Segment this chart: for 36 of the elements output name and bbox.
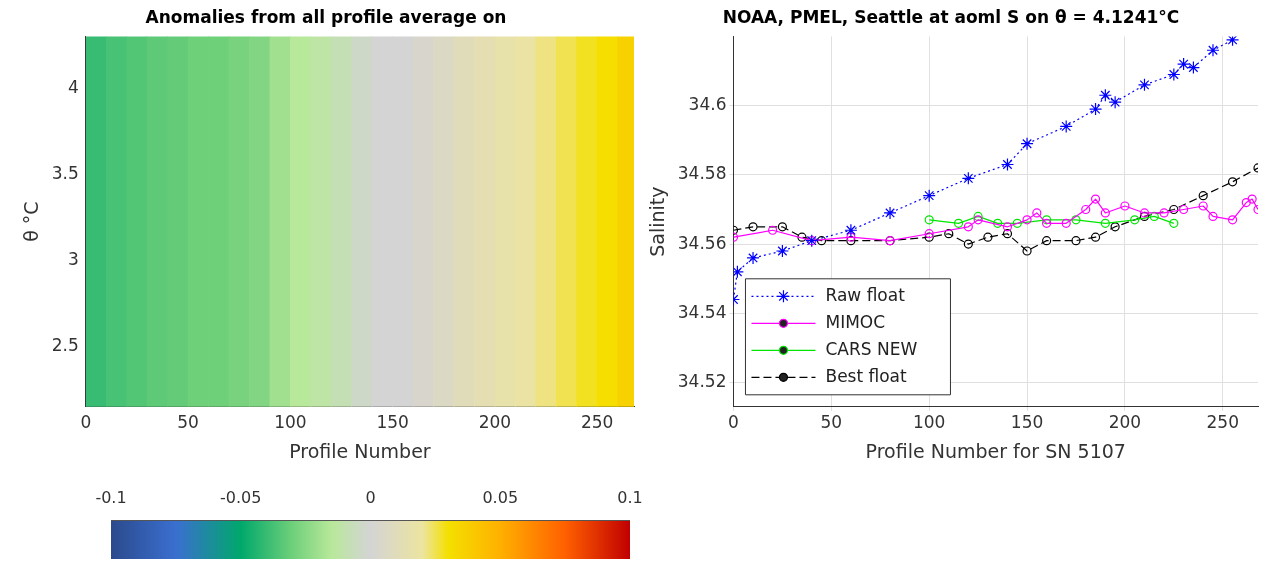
legend-label: Best float bbox=[825, 365, 908, 386]
y-tick-label: 34.52 bbox=[677, 370, 727, 391]
color-bar-label: 0.05 bbox=[482, 488, 519, 507]
x-tick-label: 50 bbox=[820, 412, 843, 433]
legend-label: Raw float bbox=[825, 284, 906, 305]
y-tick-label: 2.5 bbox=[51, 334, 79, 355]
y-tick-label: 3 bbox=[68, 248, 79, 269]
color-bar-label: 0 bbox=[365, 488, 376, 507]
chart-title: Anomalies from all profile average on bbox=[145, 6, 507, 27]
color-bar-label: -0.05 bbox=[220, 488, 262, 507]
y-tick-label: 34.6 bbox=[688, 94, 727, 115]
x-tick-label: 200 bbox=[1108, 412, 1142, 433]
x-tick-label: 150 bbox=[1010, 412, 1044, 433]
y-axis-title: θ °C bbox=[20, 201, 43, 242]
x-tick-label: 150 bbox=[376, 412, 409, 433]
y-tick-label: 34.58 bbox=[677, 163, 727, 184]
y-tick-label: 34.56 bbox=[677, 232, 727, 253]
legend-label: MIMOC bbox=[825, 311, 886, 332]
y-tick-label: 3.5 bbox=[51, 162, 79, 183]
x-tick-label: 100 bbox=[274, 412, 307, 433]
x-tick-label: 0 bbox=[728, 412, 739, 433]
y-axis-title: Salinity bbox=[646, 186, 669, 257]
x-tick-label: 100 bbox=[912, 412, 946, 433]
chart-title: NOAA, PMEL, Seattle at aoml S on θ = 4.1241°C bbox=[722, 6, 1180, 27]
y-tick-label: 4 bbox=[68, 76, 79, 97]
color-bar-label: -0.1 bbox=[95, 488, 127, 507]
legend-label: CARS NEW bbox=[825, 338, 918, 359]
x-axis-title: Profile Number for SN 5107 bbox=[865, 439, 1126, 462]
color-bar-label: 0.1 bbox=[617, 488, 643, 507]
x-tick-label: 200 bbox=[478, 412, 512, 433]
x-tick-label: 250 bbox=[1206, 412, 1239, 433]
x-tick-label: 50 bbox=[177, 412, 199, 433]
y-tick-label: 34.54 bbox=[677, 301, 727, 322]
x-tick-label: 0 bbox=[80, 412, 92, 433]
x-axis-title: Profile Number bbox=[289, 439, 431, 462]
x-tick-label: 250 bbox=[580, 412, 614, 433]
